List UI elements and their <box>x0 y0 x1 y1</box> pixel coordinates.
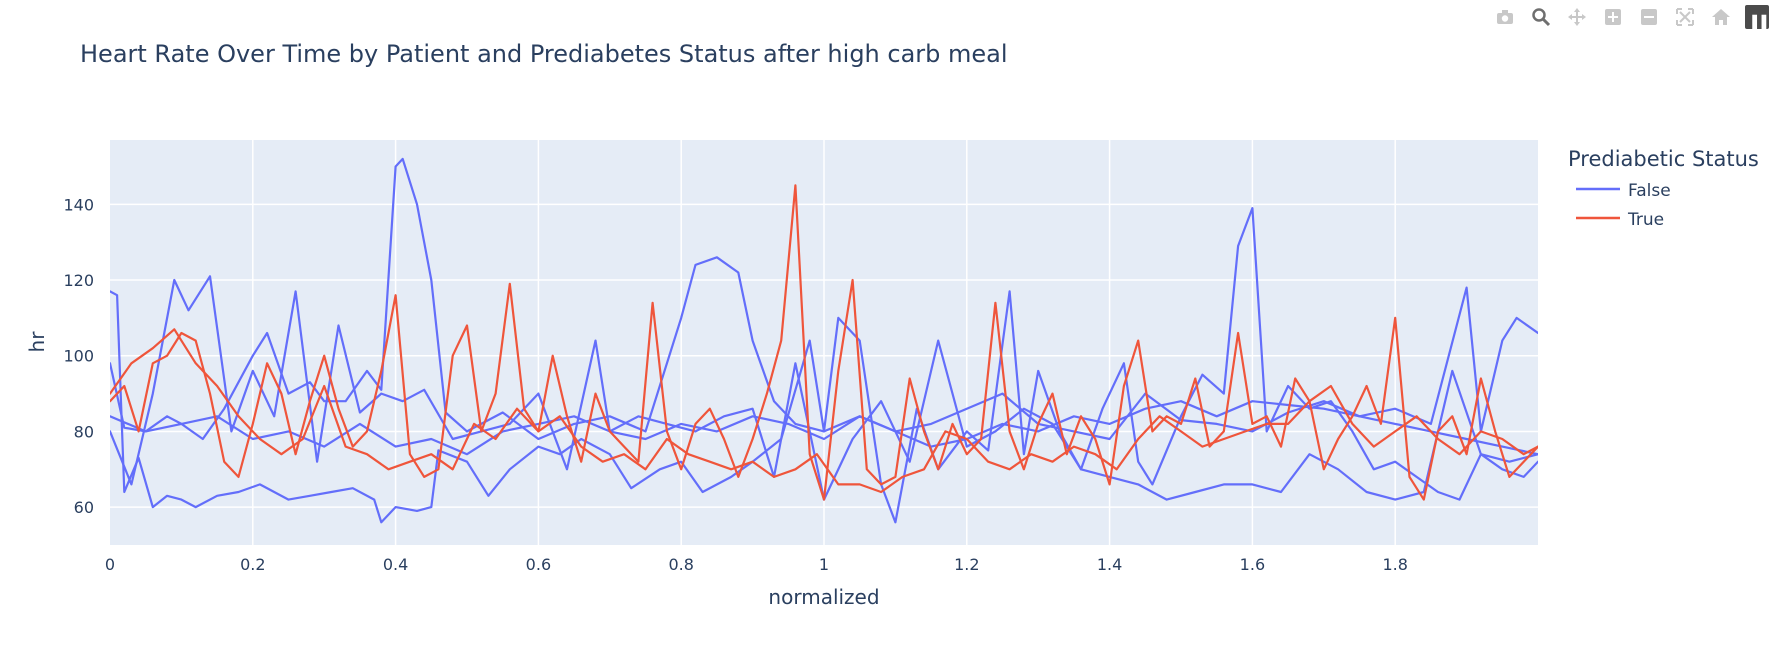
series-line-true-e[interactable] <box>110 184 1538 501</box>
y-tick-label: 80 <box>74 422 94 441</box>
legend-item-true[interactable]: True <box>1576 210 1664 230</box>
x-tick-label: 0 <box>105 555 115 574</box>
home-icon[interactable] <box>1708 4 1734 30</box>
y-tick-label: 60 <box>74 498 94 517</box>
y-axis-label: hr <box>25 331 49 353</box>
legend-label-false: False <box>1628 181 1671 201</box>
series-line-false-a[interactable] <box>110 157 1538 441</box>
x-tick-label: 0.6 <box>526 555 551 574</box>
series-lines <box>110 157 1538 524</box>
chart-title: Heart Rate Over Time by Patient and Pred… <box>80 40 1008 68</box>
modebar: ▐▐ <box>1492 4 1770 30</box>
series-line-false-b[interactable] <box>110 275 1538 501</box>
autoscale-icon[interactable] <box>1672 4 1698 30</box>
zoom-out-icon[interactable] <box>1636 4 1662 30</box>
x-tick-label: 1.6 <box>1240 555 1265 574</box>
x-tick-label: 0.8 <box>668 555 693 574</box>
camera-icon[interactable] <box>1492 4 1518 30</box>
x-axis-ticks: 0 0.2 0.4 0.6 0.8 1 1.2 1.4 1.6 1.8 <box>105 555 1408 574</box>
legend: Prediabetic Status False True <box>1568 147 1759 230</box>
x-tick-label: 1.4 <box>1097 555 1122 574</box>
x-tick-label: 1.8 <box>1382 555 1407 574</box>
x-axis-label: normalized <box>768 585 879 609</box>
y-tick-label: 140 <box>63 195 94 214</box>
x-tick-label: 0.4 <box>383 555 408 574</box>
y-axis-ticks: 60 80 100 120 140 <box>63 195 94 517</box>
plotly-logo-icon[interactable]: ▐▐ <box>1744 4 1770 30</box>
series-line-false-c[interactable] <box>110 207 1538 524</box>
series-line-true-f[interactable] <box>110 328 1538 494</box>
x-tick-label: 1 <box>819 555 829 574</box>
x-tick-label: 0.2 <box>240 555 265 574</box>
zoom-in-icon[interactable] <box>1600 4 1626 30</box>
y-tick-label: 120 <box>63 271 94 290</box>
legend-item-false[interactable]: False <box>1576 181 1671 201</box>
legend-label-true: True <box>1627 210 1664 230</box>
legend-title: Prediabetic Status <box>1568 147 1759 171</box>
x-tick-label: 1.2 <box>954 555 979 574</box>
pan-icon[interactable] <box>1564 4 1590 30</box>
y-tick-label: 100 <box>63 347 94 366</box>
zoom-icon[interactable] <box>1528 4 1554 30</box>
